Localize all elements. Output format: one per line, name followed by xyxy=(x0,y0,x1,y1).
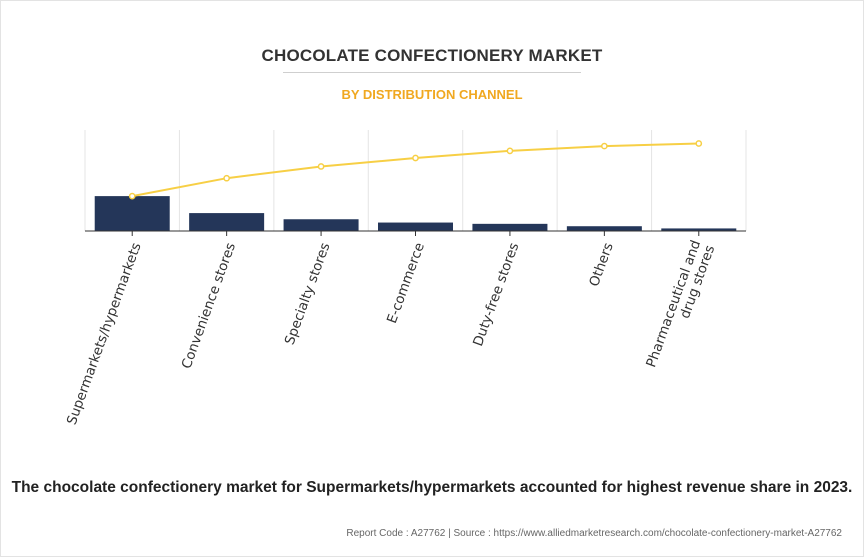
x-tick-label: Specialty stores xyxy=(282,241,334,347)
chart-subtitle: BY DISTRIBUTION CHANNEL xyxy=(341,87,523,102)
line-point xyxy=(506,147,514,155)
x-tick-label-line: Duty-free stores xyxy=(470,241,522,349)
bar xyxy=(566,226,642,231)
x-tick-label: Supermarkets/hypermarkets xyxy=(64,241,145,427)
bar xyxy=(189,213,265,231)
x-tick-label: Convenience stores xyxy=(179,241,239,371)
line-point xyxy=(223,174,230,182)
line-point xyxy=(317,163,325,170)
chart-caption: The chocolate confectionery market for S… xyxy=(11,479,853,496)
x-tick-label-line: E-commerce xyxy=(384,241,428,326)
x-tick-label: Pharmaceutical anddrug stores xyxy=(643,238,718,375)
x-tick-label: Others xyxy=(586,241,617,289)
chart-title: CHOCOLATE CONFECTIONERY MARKET xyxy=(261,46,603,65)
cumulative-line xyxy=(132,142,699,198)
x-tick-label: Duty-free stores xyxy=(470,241,522,349)
x-tick-label-line: Supermarkets/hypermarkets xyxy=(64,241,145,427)
x-tick-label-line: Others xyxy=(586,241,617,289)
bar xyxy=(94,196,170,231)
x-tick-label-line: Convenience stores xyxy=(179,241,239,371)
bar xyxy=(472,223,548,231)
line-point xyxy=(128,192,136,200)
line-point xyxy=(601,142,608,150)
source-note: Report Code : A27762 | Source : https://… xyxy=(346,528,842,539)
title-divider xyxy=(283,72,581,73)
line-point xyxy=(412,154,419,162)
line-point xyxy=(695,140,703,147)
x-tick-label: E-commerce xyxy=(384,241,428,326)
bar-line-chart: Supermarkets/hypermarkets Convenience sto… xyxy=(64,130,747,427)
x-tick-label-line: Specialty stores xyxy=(282,241,334,347)
bar xyxy=(378,222,453,231)
bar xyxy=(283,219,359,231)
bar xyxy=(661,228,737,231)
